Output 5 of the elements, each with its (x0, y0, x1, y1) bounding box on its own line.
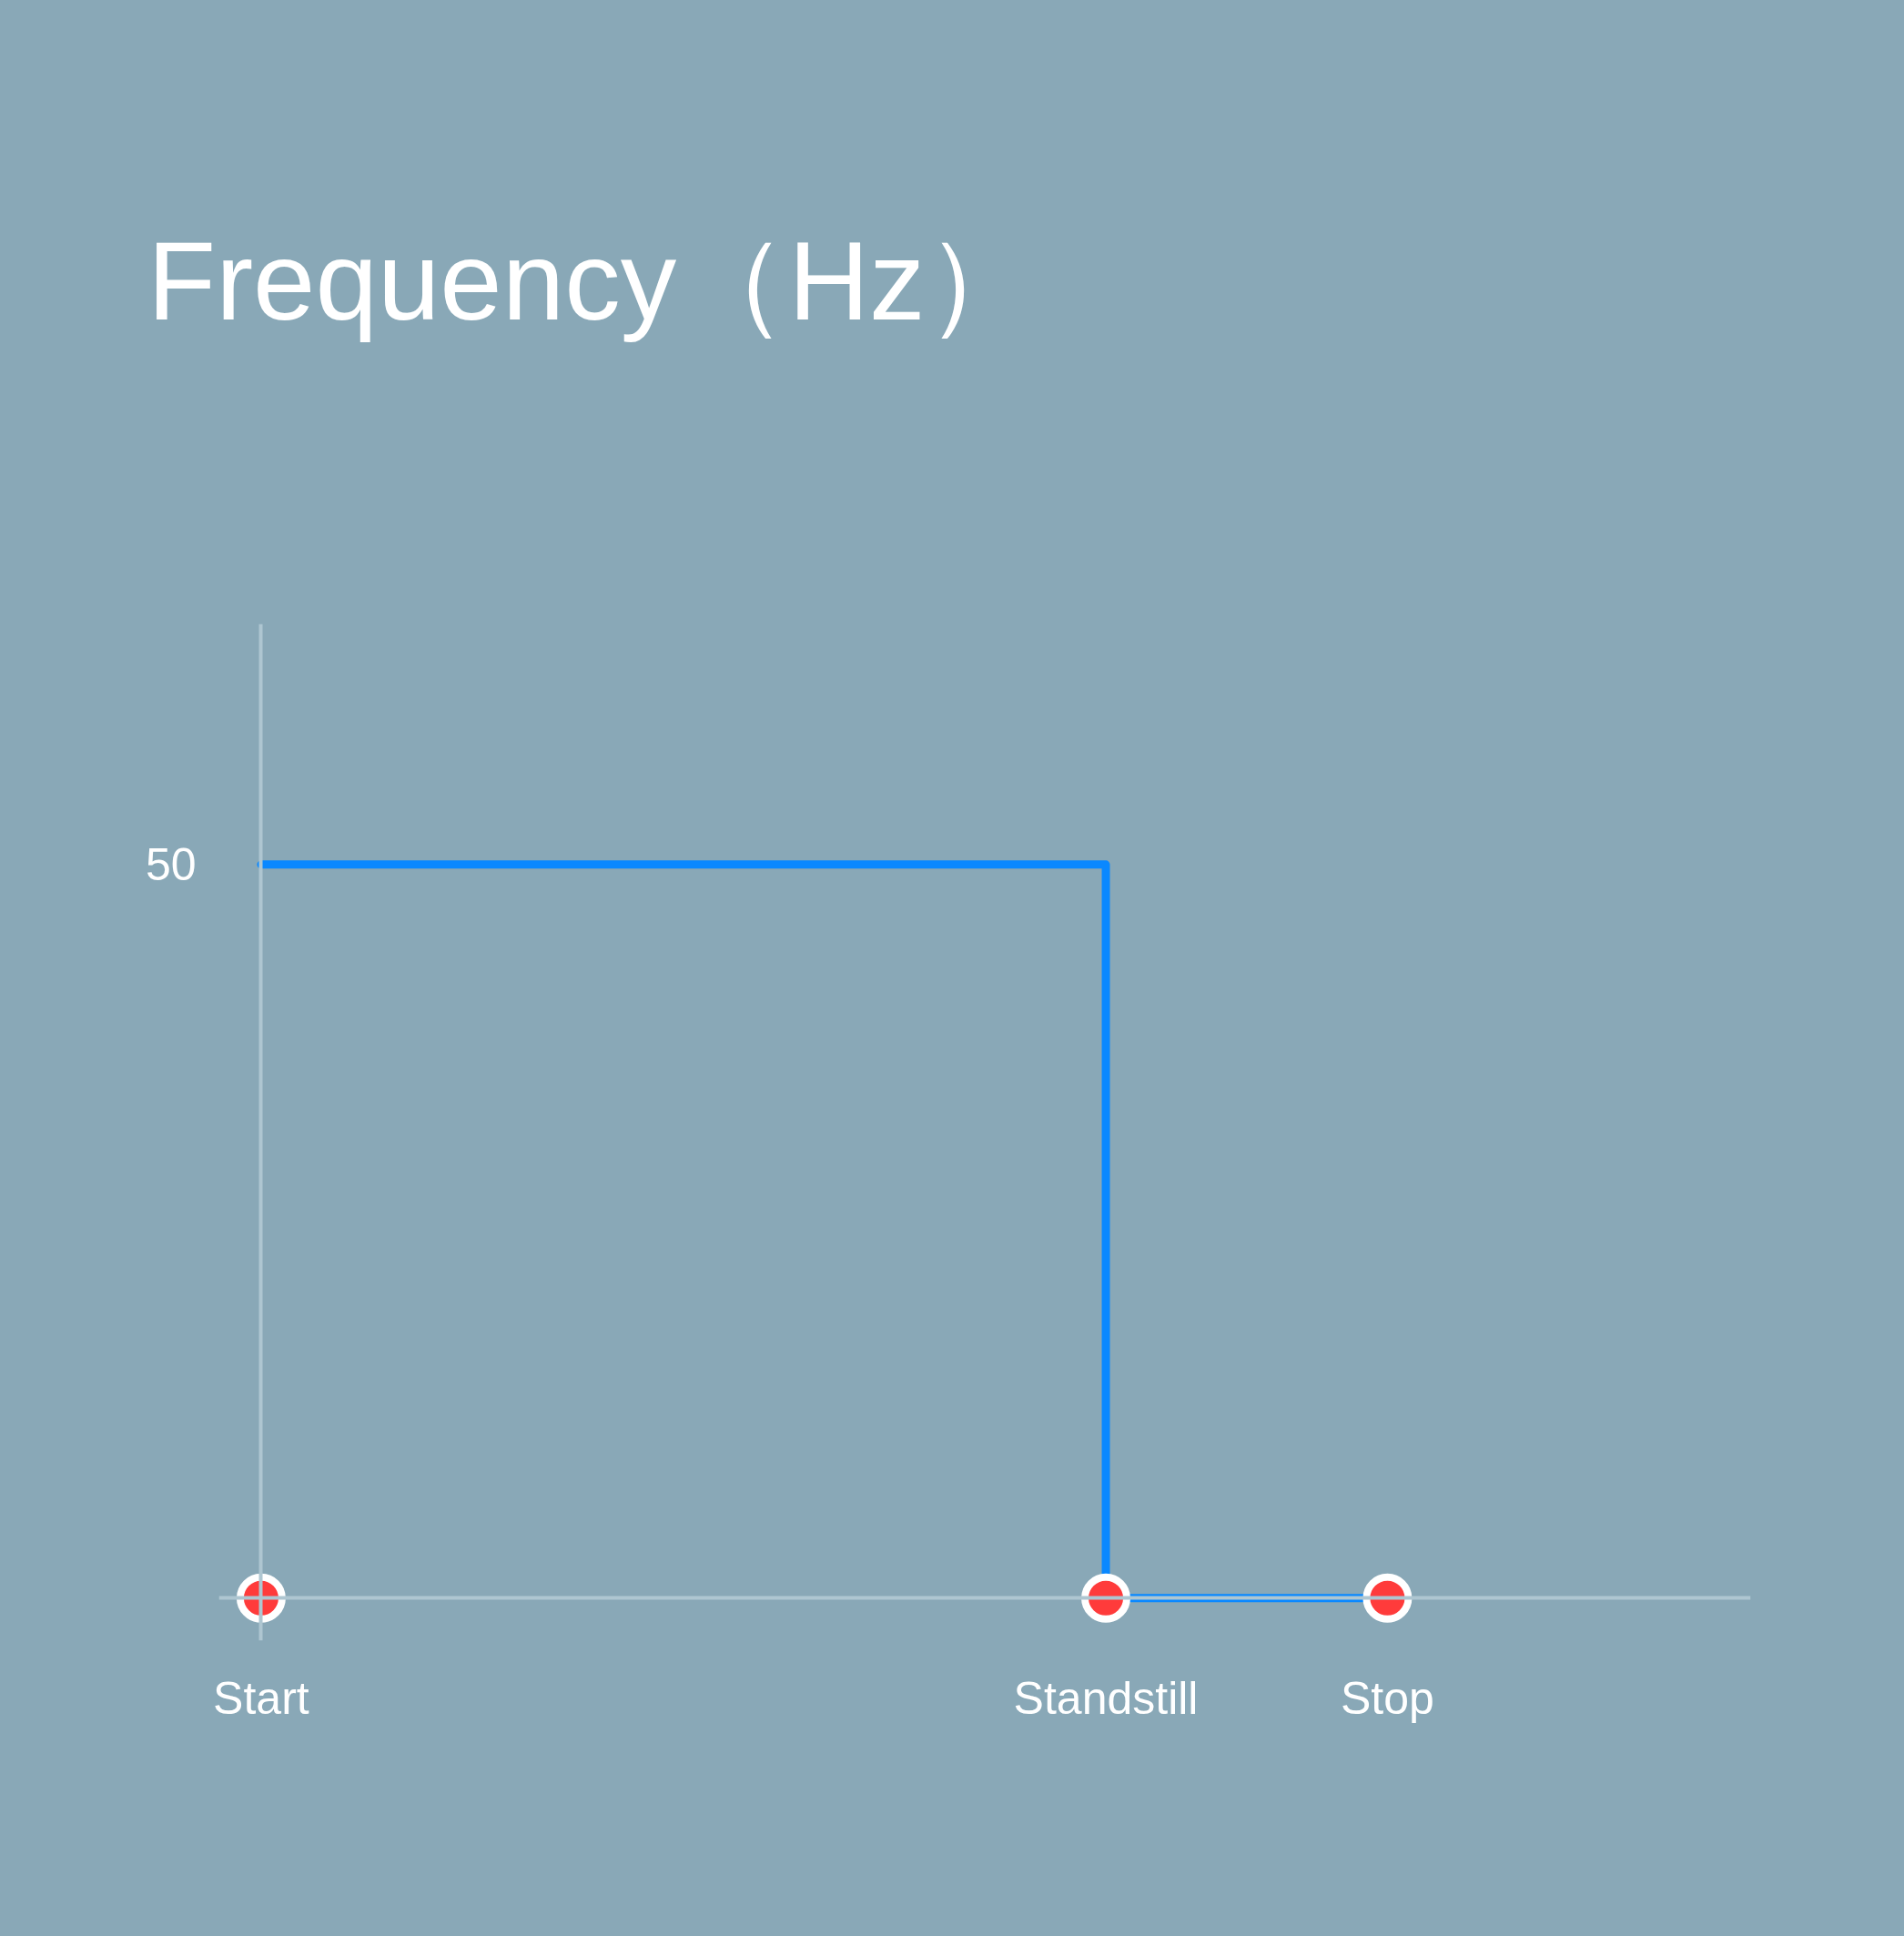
x-tick-label: Standstill (1013, 1672, 1199, 1724)
chart-title: Frequency（Hz） (147, 218, 1038, 343)
x-tick-label: Stop (1340, 1672, 1434, 1724)
annotation: 50 (145, 839, 197, 891)
x-tick-label: Start (213, 1672, 309, 1724)
